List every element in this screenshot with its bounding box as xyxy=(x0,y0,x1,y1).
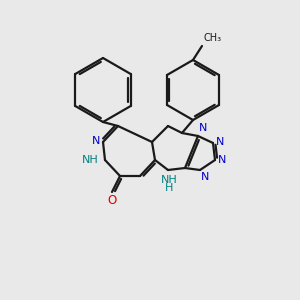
Text: N: N xyxy=(199,123,207,133)
Text: NH: NH xyxy=(82,155,99,165)
Text: N: N xyxy=(92,136,100,146)
Text: O: O xyxy=(107,194,117,207)
Text: NH: NH xyxy=(160,175,177,185)
Text: H: H xyxy=(165,183,173,193)
Text: CH₃: CH₃ xyxy=(203,33,221,43)
Text: N: N xyxy=(218,155,226,165)
Text: N: N xyxy=(201,172,209,182)
Text: N: N xyxy=(216,137,224,147)
